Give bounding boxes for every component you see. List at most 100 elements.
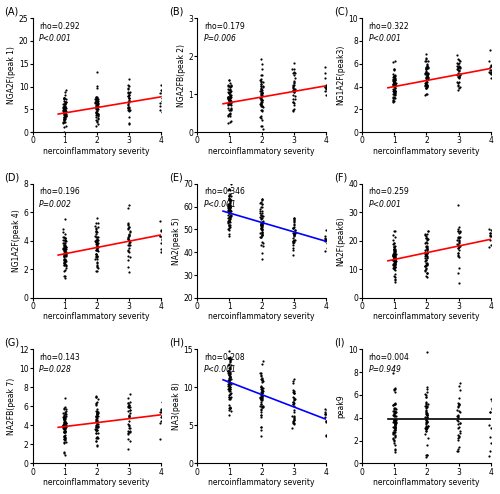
Point	[391, 82, 399, 90]
Point	[124, 411, 132, 419]
Point	[225, 384, 233, 392]
Point	[390, 76, 398, 84]
Point	[391, 416, 399, 424]
Point	[156, 233, 164, 241]
Point	[92, 111, 100, 119]
Point	[256, 394, 264, 402]
Point	[258, 94, 266, 102]
Point	[390, 436, 398, 444]
Point	[290, 414, 298, 422]
Point	[158, 233, 166, 241]
Point	[92, 240, 100, 247]
Point	[93, 416, 101, 424]
Point	[422, 412, 430, 419]
Point	[390, 409, 398, 417]
Point	[455, 56, 463, 64]
Point	[423, 409, 431, 417]
Point	[488, 404, 496, 412]
Point	[60, 427, 68, 435]
Point	[290, 220, 298, 228]
Point	[256, 90, 264, 98]
Point	[390, 240, 398, 247]
Point	[93, 262, 101, 270]
Point	[225, 393, 233, 401]
Point	[62, 98, 70, 106]
Point	[391, 80, 399, 88]
Point	[92, 261, 100, 269]
Point	[92, 421, 100, 429]
Point	[486, 236, 494, 244]
Point	[157, 81, 165, 89]
Point	[226, 376, 234, 384]
Point	[390, 78, 398, 86]
Point	[126, 252, 134, 260]
Point	[422, 262, 430, 270]
Point	[488, 439, 496, 447]
Point	[92, 423, 100, 431]
Point	[454, 59, 462, 67]
Point	[391, 404, 399, 412]
Point	[224, 368, 232, 375]
Point	[257, 370, 265, 378]
Point	[290, 218, 298, 226]
Point	[258, 207, 266, 215]
X-axis label: nercoinflammatory severity: nercoinflammatory severity	[44, 478, 150, 487]
Point	[126, 75, 134, 82]
Point	[126, 88, 134, 96]
Point	[225, 99, 233, 107]
Point	[62, 425, 70, 433]
Point	[455, 84, 463, 92]
Point	[60, 414, 68, 422]
Point	[391, 385, 399, 393]
Point	[258, 88, 266, 96]
Point	[225, 371, 233, 379]
Point	[290, 86, 298, 94]
Point	[390, 80, 398, 88]
Point	[60, 258, 68, 266]
Point	[256, 382, 264, 390]
Point	[92, 250, 100, 258]
Point	[62, 243, 70, 251]
Point	[424, 64, 432, 72]
Point	[257, 101, 265, 109]
Point	[258, 80, 266, 87]
Point	[486, 57, 494, 65]
Point	[226, 107, 234, 115]
Point	[423, 236, 431, 244]
Point	[60, 249, 68, 257]
Point	[323, 87, 331, 95]
Point	[322, 236, 330, 244]
Point	[226, 387, 234, 395]
Point	[258, 221, 266, 229]
Point	[60, 113, 68, 121]
Point	[60, 236, 68, 244]
Point	[225, 194, 233, 202]
Point	[225, 89, 233, 97]
Point	[92, 109, 100, 117]
Point	[62, 438, 70, 446]
Point	[226, 385, 234, 393]
Point	[288, 412, 296, 420]
Point	[257, 383, 265, 391]
Point	[390, 97, 398, 105]
Point	[93, 407, 101, 414]
Point	[94, 247, 102, 255]
Point	[62, 88, 70, 96]
Point	[424, 249, 432, 257]
Point	[126, 106, 134, 114]
Point	[258, 388, 266, 396]
Point	[290, 85, 298, 93]
Point	[257, 400, 265, 408]
Point	[423, 64, 431, 72]
Point	[422, 348, 430, 356]
Point	[422, 416, 430, 424]
Point	[422, 76, 430, 84]
Point	[422, 248, 430, 256]
Point	[60, 106, 68, 114]
Point	[60, 241, 68, 249]
Point	[60, 418, 68, 426]
Point	[258, 122, 266, 129]
Point	[226, 404, 234, 412]
Point	[92, 246, 100, 254]
Point	[258, 96, 266, 104]
